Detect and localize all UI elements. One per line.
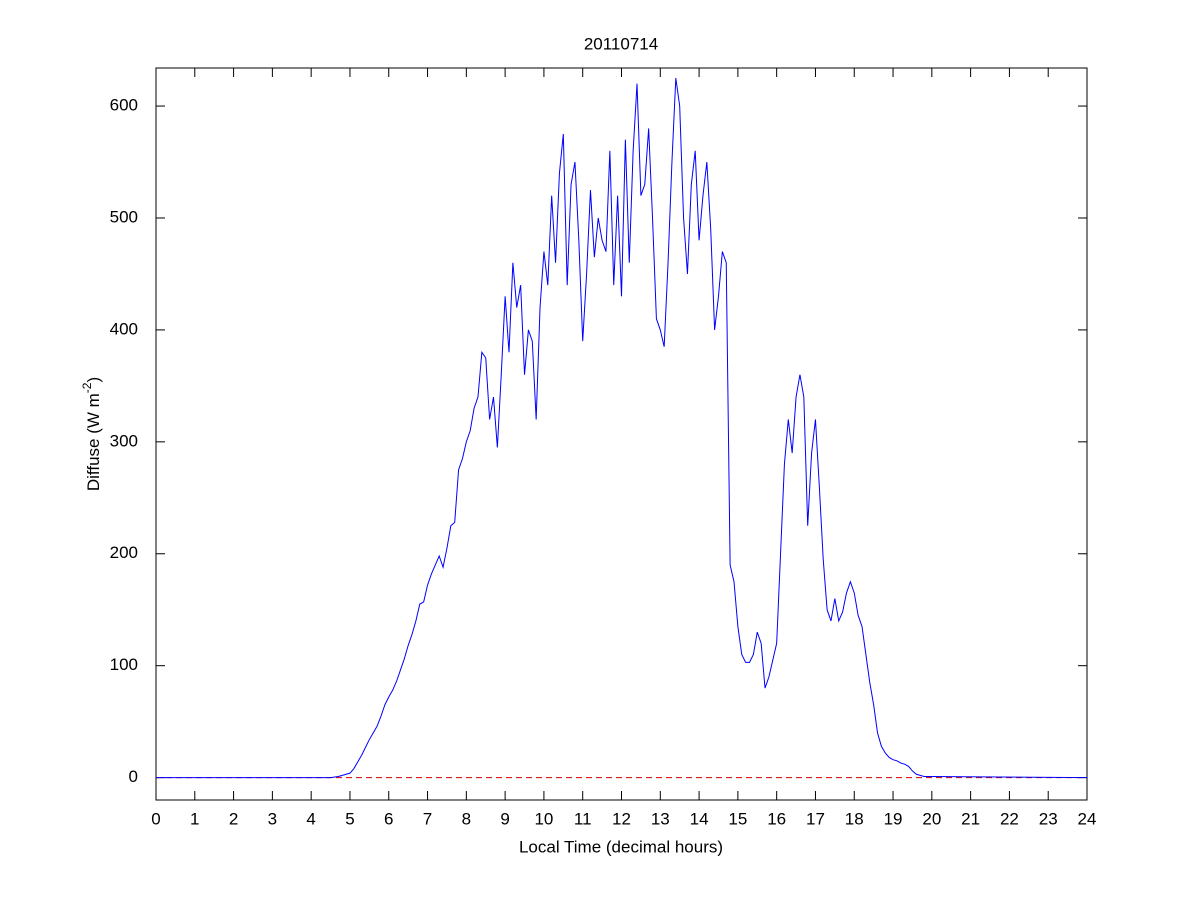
x-tick-label: 6	[384, 809, 393, 828]
x-tick-label: 2	[229, 809, 238, 828]
x-tick-label: 11	[574, 809, 592, 828]
x-tick-label: 16	[767, 809, 786, 828]
x-tick-label: 14	[690, 809, 709, 828]
x-tick-label: 20	[922, 809, 941, 828]
y-tick-label: 0	[129, 767, 138, 786]
x-tick-label: 3	[268, 809, 277, 828]
y-tick-label: 100	[110, 655, 138, 674]
x-tick-label: 22	[1000, 809, 1019, 828]
y-tick-label: 600	[110, 96, 138, 115]
x-tick-label: 17	[806, 809, 825, 828]
x-tick-label: 12	[612, 809, 631, 828]
y-axis-label-suffix: )	[84, 377, 103, 383]
x-tick-label: 21	[961, 809, 980, 828]
y-axis-label-sup: -2	[80, 382, 94, 393]
x-tick-label: 24	[1078, 809, 1097, 828]
x-tick-label: 7	[423, 809, 432, 828]
y-axis-label-text: Diffuse (W m	[84, 393, 103, 491]
x-tick-label: 5	[345, 809, 354, 828]
chart-title: 20110714	[584, 34, 658, 53]
y-tick-label: 500	[110, 207, 138, 226]
x-tick-label: 18	[845, 809, 864, 828]
x-tick-label: 4	[306, 809, 315, 828]
x-tick-label: 0	[151, 809, 160, 828]
y-tick-label: 300	[110, 431, 138, 450]
plot-area	[155, 67, 1088, 801]
x-tick-label: 19	[884, 809, 903, 828]
data-line	[156, 78, 1088, 779]
x-tick-label: 23	[1039, 809, 1058, 828]
y-tick-label: 200	[110, 543, 138, 562]
x-tick-label: 15	[728, 809, 747, 828]
y-axis-label: Diffuse (W m-2)	[80, 377, 103, 491]
x-tick-label: 8	[462, 809, 471, 828]
x-tick-label: 13	[651, 809, 670, 828]
x-axis-label: Local Time (decimal hours)	[519, 837, 723, 856]
x-tick-label: 1	[190, 809, 199, 828]
y-tick-label: 400	[110, 319, 138, 338]
x-tick-label: 9	[500, 809, 509, 828]
x-tick-label: 10	[534, 809, 553, 828]
